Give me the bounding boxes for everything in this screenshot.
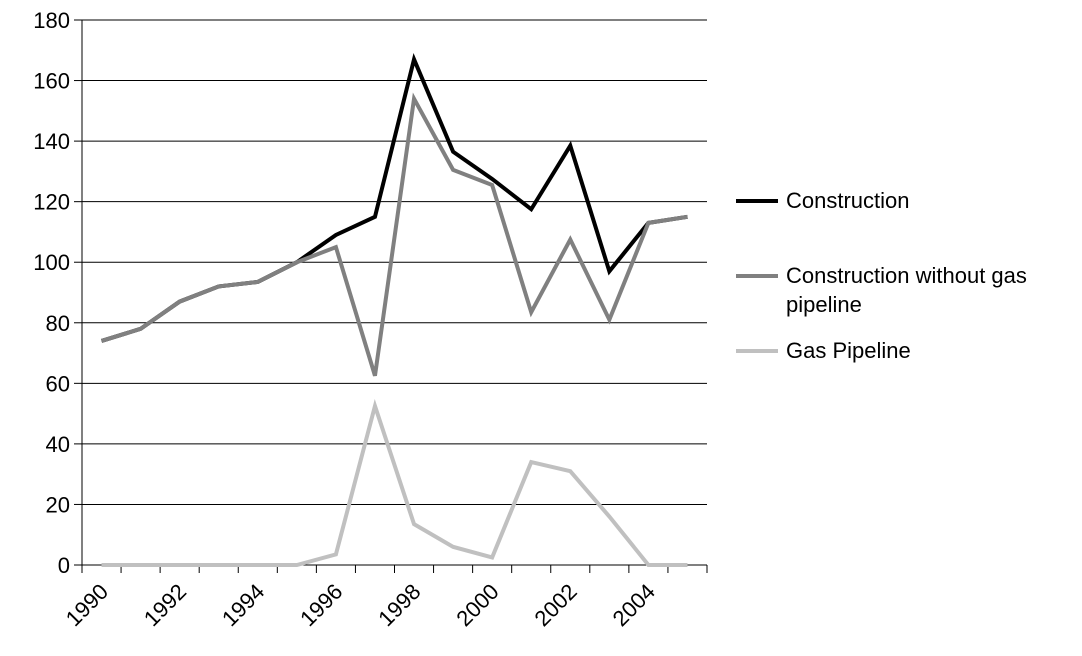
x-tick-label-2002: 2002 (530, 579, 582, 631)
x-tick-label-1994: 1994 (217, 579, 269, 631)
legend-item-gas-pipeline: Gas Pipeline (736, 336, 911, 365)
y-tick-label-80: 80 (46, 311, 70, 336)
series-line-1 (100, 92, 688, 377)
legend-swatch-construction (736, 199, 778, 203)
legend-swatch-gas-pipeline (736, 349, 778, 353)
x-tick-label-1996: 1996 (295, 579, 347, 631)
x-tick-label-2004: 2004 (608, 579, 660, 631)
x-tick-label-1990: 1990 (61, 579, 113, 631)
x-tick-label-2000: 2000 (451, 579, 503, 631)
y-tick-label-40: 40 (46, 432, 70, 457)
legend-swatch-construction-without-gas-pipeline (736, 274, 778, 278)
y-tick-label-60: 60 (46, 371, 70, 396)
y-tick-label-20: 20 (46, 492, 70, 517)
legend-label-construction: Construction (786, 188, 910, 213)
x-tick-label-1998: 1998 (373, 579, 425, 631)
y-tick-label-0: 0 (58, 553, 70, 578)
y-tick-label-120: 120 (33, 190, 70, 215)
y-tick-label-160: 160 (33, 69, 70, 94)
series-line-2 (101, 399, 688, 567)
y-tick-label-140: 140 (33, 129, 70, 154)
legend-label-construction-without-gas-pipeline: Construction without gas pipeline (786, 263, 1027, 317)
legend-item-construction: Construction (736, 186, 910, 215)
y-tick-label-180: 180 (33, 8, 70, 33)
legend-item-construction-without-gas-pipeline: Construction without gas pipeline (736, 261, 1066, 319)
x-tick-label-1992: 1992 (139, 579, 191, 631)
legend-label-gas-pipeline: Gas Pipeline (786, 338, 911, 363)
y-tick-label-100: 100 (33, 250, 70, 275)
